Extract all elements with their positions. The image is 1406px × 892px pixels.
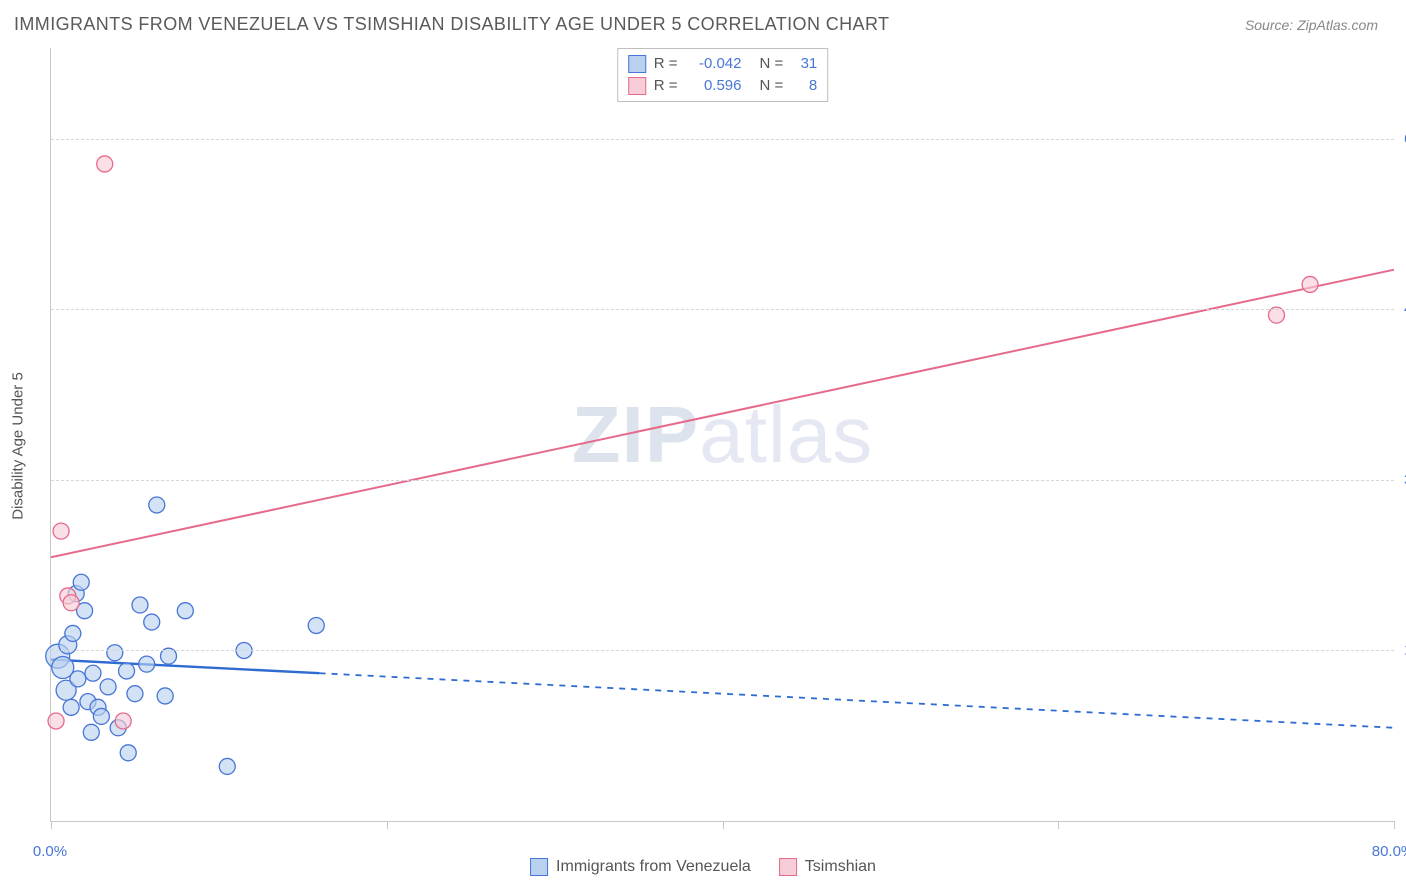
legend-series-label: Tsimshian [805, 858, 876, 876]
data-point [132, 597, 148, 613]
data-point [97, 156, 113, 172]
data-point [115, 713, 131, 729]
source-attribution: Source: ZipAtlas.com [1245, 17, 1378, 33]
data-point [149, 497, 165, 513]
gridline-h [51, 480, 1394, 481]
regression-line-dashed [320, 673, 1394, 728]
gridline-h [51, 139, 1394, 140]
legend-stat-row: R = 0.596 N = 8 [628, 75, 818, 97]
gridline-h [51, 309, 1394, 310]
series-legend: Immigrants from Venezuela Tsimshian [530, 858, 876, 876]
legend-series-label: Immigrants from Venezuela [556, 858, 751, 876]
legend-r-value: 0.596 [686, 75, 742, 97]
data-point [83, 724, 99, 740]
data-point [48, 713, 64, 729]
data-point [63, 595, 79, 611]
data-point [85, 665, 101, 681]
legend-n-label: N = [760, 75, 784, 97]
x-tick [1058, 821, 1059, 829]
data-point [127, 686, 143, 702]
data-point [139, 656, 155, 672]
y-axis-label: Disability Age Under 5 [10, 372, 27, 520]
data-point [107, 645, 123, 661]
legend-r-label: R = [654, 53, 678, 75]
gridline-h [51, 650, 1394, 651]
data-point [177, 603, 193, 619]
legend-r-value: -0.042 [686, 53, 742, 75]
chart-plot-area: ZIPatlas R = -0.042 N = 31 R = 0.596 N =… [50, 48, 1394, 822]
chart-title: IMMIGRANTS FROM VENEZUELA VS TSIMSHIAN D… [14, 14, 889, 35]
x-tick [51, 821, 52, 829]
legend-swatch [628, 77, 646, 95]
data-point [70, 671, 86, 687]
legend-r-label: R = [654, 75, 678, 97]
legend-series-item: Tsimshian [779, 858, 876, 876]
legend-n-value: 31 [791, 53, 817, 75]
legend-swatch [628, 55, 646, 73]
regression-line [51, 270, 1394, 558]
data-point [308, 617, 324, 633]
x-tick [1394, 821, 1395, 829]
data-point [65, 625, 81, 641]
data-point [73, 574, 89, 590]
legend-swatch [530, 858, 548, 876]
data-point [119, 663, 135, 679]
legend-n-label: N = [760, 53, 784, 75]
data-point [93, 708, 109, 724]
data-point [100, 679, 116, 695]
legend-stat-row: R = -0.042 N = 31 [628, 53, 818, 75]
data-point [144, 614, 160, 630]
correlation-legend: R = -0.042 N = 31 R = 0.596 N = 8 [617, 48, 829, 102]
data-point [1302, 276, 1318, 292]
data-point [53, 523, 69, 539]
legend-series-item: Immigrants from Venezuela [530, 858, 751, 876]
data-point [219, 758, 235, 774]
x-tick [723, 821, 724, 829]
data-point [63, 699, 79, 715]
legend-n-value: 8 [791, 75, 817, 97]
chart-svg [51, 48, 1394, 821]
legend-swatch [779, 858, 797, 876]
x-tick [387, 821, 388, 829]
data-point [157, 688, 173, 704]
data-point [120, 745, 136, 761]
x-tick-label: 80.0% [1372, 843, 1406, 860]
x-tick-label: 0.0% [33, 843, 67, 860]
